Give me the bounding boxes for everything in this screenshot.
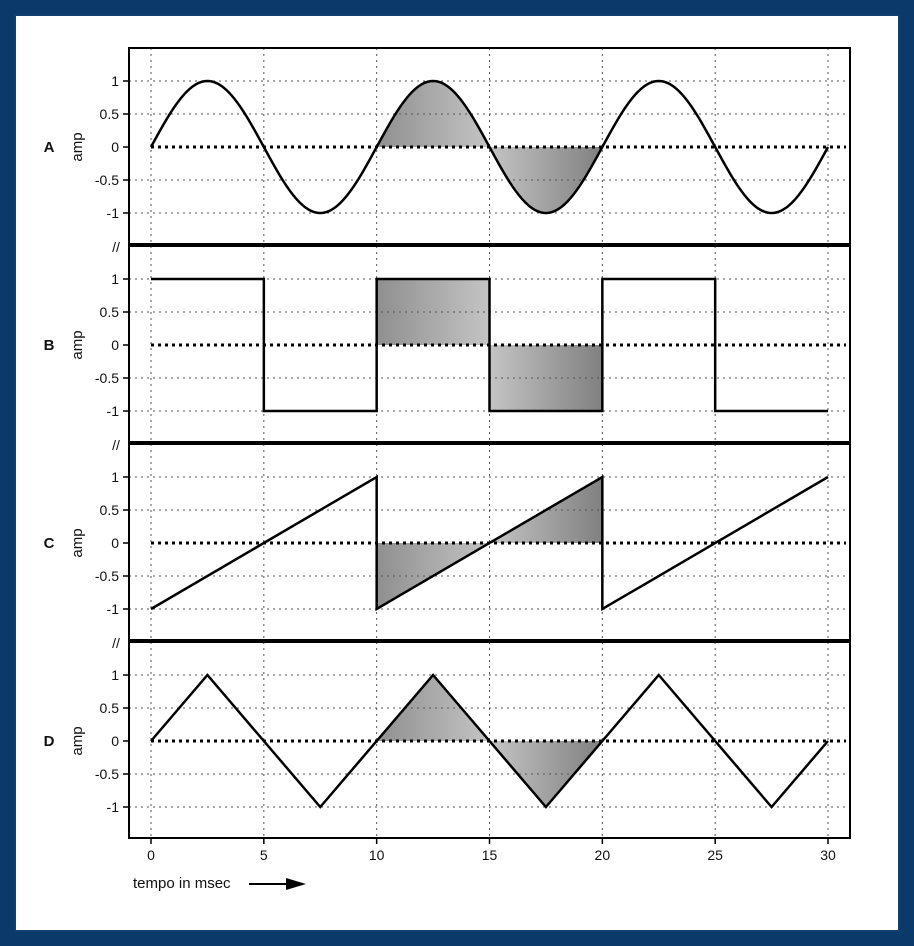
panel-border <box>128 443 851 641</box>
y-tick-label: 1 <box>111 271 119 287</box>
panel-b: 1 0.5 0 -0.5 -1 amp B // <box>44 245 851 453</box>
y-tick-label: 1 <box>111 73 119 89</box>
y-tick-label: 0.5 <box>100 304 120 320</box>
panel-letter: B <box>44 337 55 354</box>
y-tick-label: -0.5 <box>95 370 119 386</box>
axis-break-mark: // <box>112 437 120 453</box>
panel-border <box>128 47 851 245</box>
y-axis-label: amp <box>69 330 86 359</box>
series-line <box>149 79 830 215</box>
x-tick-label: 30 <box>820 847 836 863</box>
x-axis-arrow-head <box>286 878 306 890</box>
y-tick-label: -1 <box>107 403 120 419</box>
figure-frame: 1 0.5 0 -0.5 -1 amp A // 1 0.5 0 -0.5 -1 amp B // 1 0.5 0 -… <box>14 14 900 932</box>
panel-border <box>128 245 851 443</box>
y-tick-label: 0 <box>111 535 119 551</box>
panel-d: 1 0.5 0 -0.5 -1 amp D <box>44 641 851 839</box>
y-tick-label: -1 <box>107 205 120 221</box>
y-tick-label: 1 <box>111 667 119 683</box>
x-tick-label: 10 <box>369 847 385 863</box>
y-tick-label: 0.5 <box>100 700 120 716</box>
y-tick-label: 0 <box>111 337 119 353</box>
axis-break-mark: // <box>112 635 120 651</box>
waveform-chart: 1 0.5 0 -0.5 -1 amp A // 1 0.5 0 -0.5 -1 amp B // 1 0.5 0 -… <box>44 47 851 892</box>
axis-break-mark: // <box>112 239 120 255</box>
x-tick-label: 25 <box>707 847 723 863</box>
x-tick-label: 5 <box>260 847 268 863</box>
y-tick-label: -1 <box>107 601 120 617</box>
y-axis-label: amp <box>69 726 86 755</box>
series-line <box>151 277 828 413</box>
y-tick-label: 0.5 <box>100 106 120 122</box>
series-line <box>150 673 829 809</box>
panel-letter: C <box>44 535 55 552</box>
y-axis-label: amp <box>69 132 86 161</box>
panel-a: 1 0.5 0 -0.5 -1 amp A // <box>44 47 851 255</box>
y-tick-label: -1 <box>107 799 120 815</box>
x-tick-label: 20 <box>595 847 611 863</box>
y-tick-label: 0.5 <box>100 502 120 518</box>
y-tick-label: 1 <box>111 469 119 485</box>
panel-letter: D <box>44 733 55 750</box>
panel-letter: A <box>44 139 55 156</box>
y-axis-label: amp <box>69 528 86 557</box>
series-line <box>150 474 829 612</box>
panel-c: 1 0.5 0 -0.5 -1 amp C // <box>44 443 851 651</box>
y-tick-label: 0 <box>111 139 119 155</box>
x-tick-label: 0 <box>147 847 155 863</box>
x-tick-label: 15 <box>482 847 498 863</box>
y-tick-label: 0 <box>111 733 119 749</box>
y-tick-label: -0.5 <box>95 172 119 188</box>
y-tick-label: -0.5 <box>95 568 119 584</box>
x-axis-title: tempo in msec <box>133 875 231 892</box>
y-tick-label: -0.5 <box>95 766 119 782</box>
